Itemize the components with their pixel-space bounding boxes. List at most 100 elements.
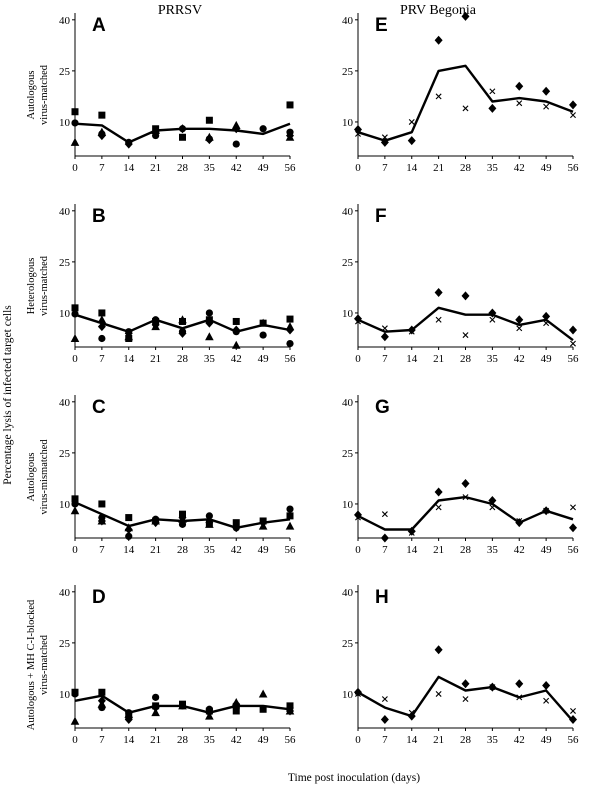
- panel-c: 10 25 40 0 7 14 21 28 35 42 49 56 C: [59, 395, 296, 556]
- x-marker: [543, 103, 550, 110]
- circle-marker: [71, 500, 79, 508]
- row-label-2-line1: Heterologous: [26, 258, 37, 315]
- mean-line: [357, 306, 574, 342]
- diamond-marker: [151, 127, 160, 137]
- x-tick-label: 56: [285, 734, 297, 746]
- diamond-marker: [434, 645, 443, 655]
- x-tick-label: 49: [541, 544, 553, 556]
- diamond-marker: [232, 523, 241, 533]
- diamond-marker: [232, 124, 241, 134]
- diamond-marker: [380, 332, 389, 342]
- panel-b: 10 25 40 0 7 14 21 28 35 42 49 56 B: [59, 204, 296, 365]
- circle-marker: [286, 505, 294, 513]
- x-tick-label: 0: [355, 353, 361, 365]
- x-tick-label: 14: [123, 353, 135, 365]
- x-tick-label: 0: [72, 353, 78, 365]
- triangle-marker: [70, 137, 80, 146]
- x-marker: [570, 112, 576, 119]
- x-marker: [516, 694, 523, 701]
- panel-g: 10 25 40 0 7 14 21 28 35 42 49 56 G: [342, 395, 579, 556]
- triangle-marker: [70, 333, 80, 342]
- x-tick-label: 14: [123, 734, 135, 746]
- x-marker: [462, 332, 469, 339]
- x-tick-label: 7: [382, 353, 388, 365]
- x-marker: [543, 507, 550, 514]
- y-tick-label: 10: [59, 499, 71, 511]
- diamond-marker: [407, 136, 416, 146]
- x-tick-label: 21: [433, 353, 444, 365]
- diamond-marker: [354, 687, 362, 697]
- x-tick-label: 56: [568, 544, 580, 556]
- x-tick-label: 49: [258, 734, 270, 746]
- triangle-marker: [151, 708, 160, 717]
- panel-letter: E: [375, 15, 388, 36]
- x-marker: [408, 328, 415, 335]
- x-marker: [435, 93, 442, 100]
- triangle-marker: [285, 521, 295, 530]
- x-tick-label: 21: [150, 353, 161, 365]
- diamond-marker: [259, 518, 268, 528]
- diamond-marker: [232, 699, 241, 709]
- row-label-1-line1: Autologous: [26, 70, 37, 119]
- x-tick-label: 7: [382, 162, 388, 174]
- x-marker: [570, 340, 576, 347]
- diamond-marker: [542, 86, 551, 96]
- x-tick-label: 35: [204, 353, 216, 365]
- y-axis-label: Percentage lysis of infected target cell…: [2, 305, 14, 485]
- x-tick-label: 21: [150, 734, 161, 746]
- x-tick-label: 0: [72, 162, 78, 174]
- x-tick-label: 14: [406, 544, 418, 556]
- x-tick-label: 35: [487, 544, 499, 556]
- x-tick-label: 28: [177, 353, 189, 365]
- y-tick-label: 40: [59, 206, 71, 218]
- x-tick-label: 56: [285, 353, 297, 365]
- column-title-prrsv: PRRSV: [158, 3, 202, 18]
- x-tick-label: 28: [177, 162, 189, 174]
- panel-letter: F: [375, 206, 387, 227]
- y-tick-label: 25: [59, 257, 71, 269]
- diamond-marker: [461, 479, 470, 489]
- diamond-marker: [124, 328, 133, 338]
- diamond-marker: [569, 100, 577, 110]
- row-label-1-line2: virus-matched: [39, 64, 50, 125]
- y-tick-label: 40: [342, 206, 354, 218]
- diamond-marker: [488, 496, 497, 506]
- triangle-marker: [70, 506, 80, 515]
- x-marker: [381, 511, 388, 518]
- x-tick-label: 56: [285, 544, 297, 556]
- column-title-prv-begonia: PRV Begonia: [400, 3, 477, 18]
- x-marker: [516, 517, 523, 524]
- x-tick-label: 56: [568, 353, 580, 365]
- x-tick-label: 42: [231, 734, 242, 746]
- diamond-marker: [205, 708, 214, 718]
- panel-letter: D: [92, 587, 106, 608]
- square-marker: [98, 309, 106, 317]
- x-tick-label: 56: [285, 162, 297, 174]
- x-tick-label: 14: [123, 162, 135, 174]
- diamond-marker: [542, 680, 551, 690]
- circle-marker: [71, 310, 79, 318]
- diamond-marker: [286, 325, 294, 335]
- x-tick-label: 7: [99, 544, 105, 556]
- diamond-marker: [354, 510, 362, 520]
- panel-d: 10 25 40 0 7 14 21 28 35 42 49 56 D: [59, 585, 296, 746]
- square-marker: [232, 317, 240, 325]
- panel-h: 10 25 40 0 7 14 21 28 35 42 49 56 H: [342, 585, 579, 746]
- x-tick-label: 28: [177, 544, 189, 556]
- panel-letter: B: [92, 206, 106, 227]
- circle-marker: [205, 512, 213, 520]
- y-tick-label: 10: [59, 117, 71, 129]
- x-marker: [408, 529, 415, 536]
- triangle-marker: [97, 315, 107, 324]
- panel-e: 10 25 40 0 7 14 21 28 35 42 49 56 E: [342, 11, 579, 174]
- diamond-marker: [515, 81, 524, 91]
- x-marker: [570, 504, 576, 511]
- square-marker: [71, 495, 79, 503]
- row-label-3-line1: Autologous: [26, 452, 37, 501]
- y-tick-label: 40: [342, 15, 354, 27]
- diamond-marker: [569, 714, 577, 724]
- y-tick-label: 10: [342, 308, 354, 320]
- x-axis-label: Time post inoculation (days): [288, 772, 420, 784]
- y-tick-label: 25: [342, 257, 354, 269]
- mean-line: [357, 64, 574, 142]
